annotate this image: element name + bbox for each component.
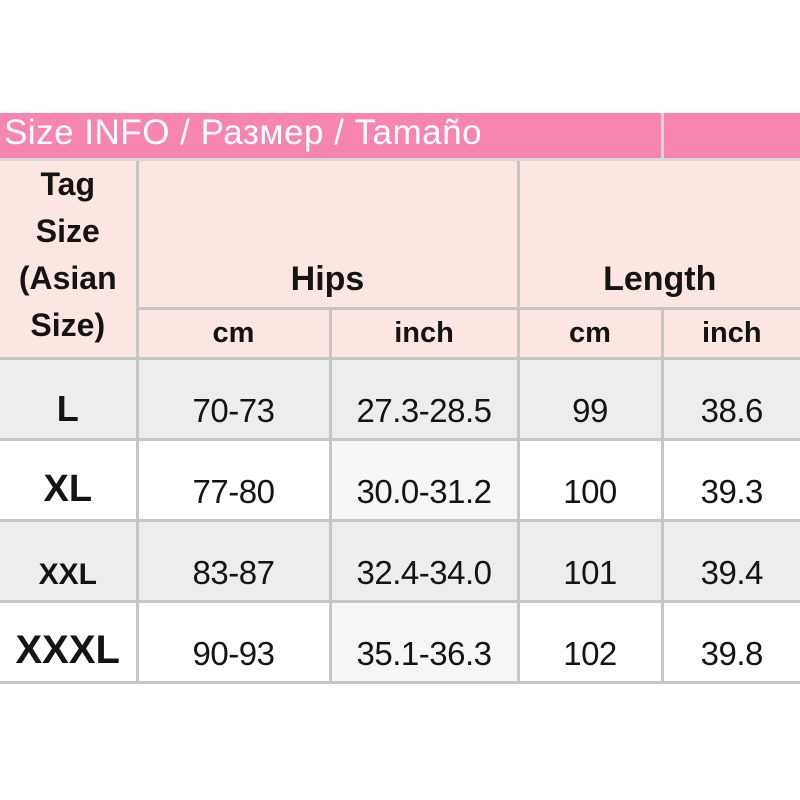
cell-length-inch: 39.8 — [660, 600, 800, 684]
cell-hips-inch: 32.4-34.0 — [328, 519, 520, 603]
cell-size-label: XL — [0, 438, 139, 522]
title-bar-spacer — [660, 113, 800, 161]
group-header-row: Tag Size (Asian Size) Hips Length — [0, 157, 800, 360]
col-header-hips: Hips — [135, 157, 520, 311]
cell-hips-cm: 90-93 — [135, 600, 332, 684]
unit-header-row: cm inch cm inch — [0, 307, 800, 360]
cell-hips-inch: 27.3-28.5 — [328, 357, 520, 441]
cell-size-label: XXL — [0, 519, 139, 603]
table-row-size-xxl: XXL 83-87 32.4-34.0 101 39.4 — [0, 519, 800, 603]
size-chart-title: Size INFO / Размер / Tamaño — [0, 113, 664, 161]
cell-length-cm: 100 — [516, 438, 664, 522]
cell-size-label: XXXL — [0, 600, 139, 684]
table-row-size-xl: XL 77-80 30.0-31.2 100 39.3 — [0, 438, 800, 522]
size-table-region: Size INFO / Размер / Tamaño Tag Size (As… — [0, 113, 800, 684]
col-header-length: Length — [516, 157, 800, 311]
title-bar: Size INFO / Размер / Tamaño — [0, 113, 800, 161]
cell-hips-cm: 70-73 — [135, 357, 332, 441]
unit-header-length-cm: cm — [516, 307, 664, 360]
table-row-size-l: L 70-73 27.3-28.5 99 38.6 — [0, 357, 800, 441]
cell-hips-cm: 83-87 — [135, 519, 332, 603]
tag-size-line: Size — [35, 213, 100, 249]
cell-size-label: L — [0, 357, 139, 441]
tag-size-line: Tag — [40, 166, 95, 202]
cell-length-cm: 101 — [516, 519, 664, 603]
cell-length-cm: 102 — [516, 600, 664, 684]
tag-size-line: (Asian — [18, 260, 117, 296]
col-header-tag-size: Tag Size (Asian Size) — [0, 158, 139, 360]
table-row-size-xxxl: XXXL 90-93 35.1-36.3 102 39.8 — [0, 600, 800, 684]
cell-length-inch: 39.3 — [660, 438, 800, 522]
unit-header-hips-inch: inch — [328, 307, 520, 360]
size-table: Size INFO / Размер / Tamaño Tag Size (As… — [0, 113, 800, 684]
cell-hips-cm: 77-80 — [135, 438, 332, 522]
tag-size-line: Size) — [30, 307, 106, 343]
cell-hips-inch: 30.0-31.2 — [328, 438, 520, 522]
unit-header-hips-cm: cm — [135, 307, 332, 360]
cell-length-cm: 99 — [516, 357, 664, 441]
unit-header-length-inch: inch — [660, 307, 800, 360]
cell-length-inch: 38.6 — [660, 357, 800, 441]
cell-length-inch: 39.4 — [660, 519, 800, 603]
cell-hips-inch: 35.1-36.3 — [328, 600, 520, 684]
